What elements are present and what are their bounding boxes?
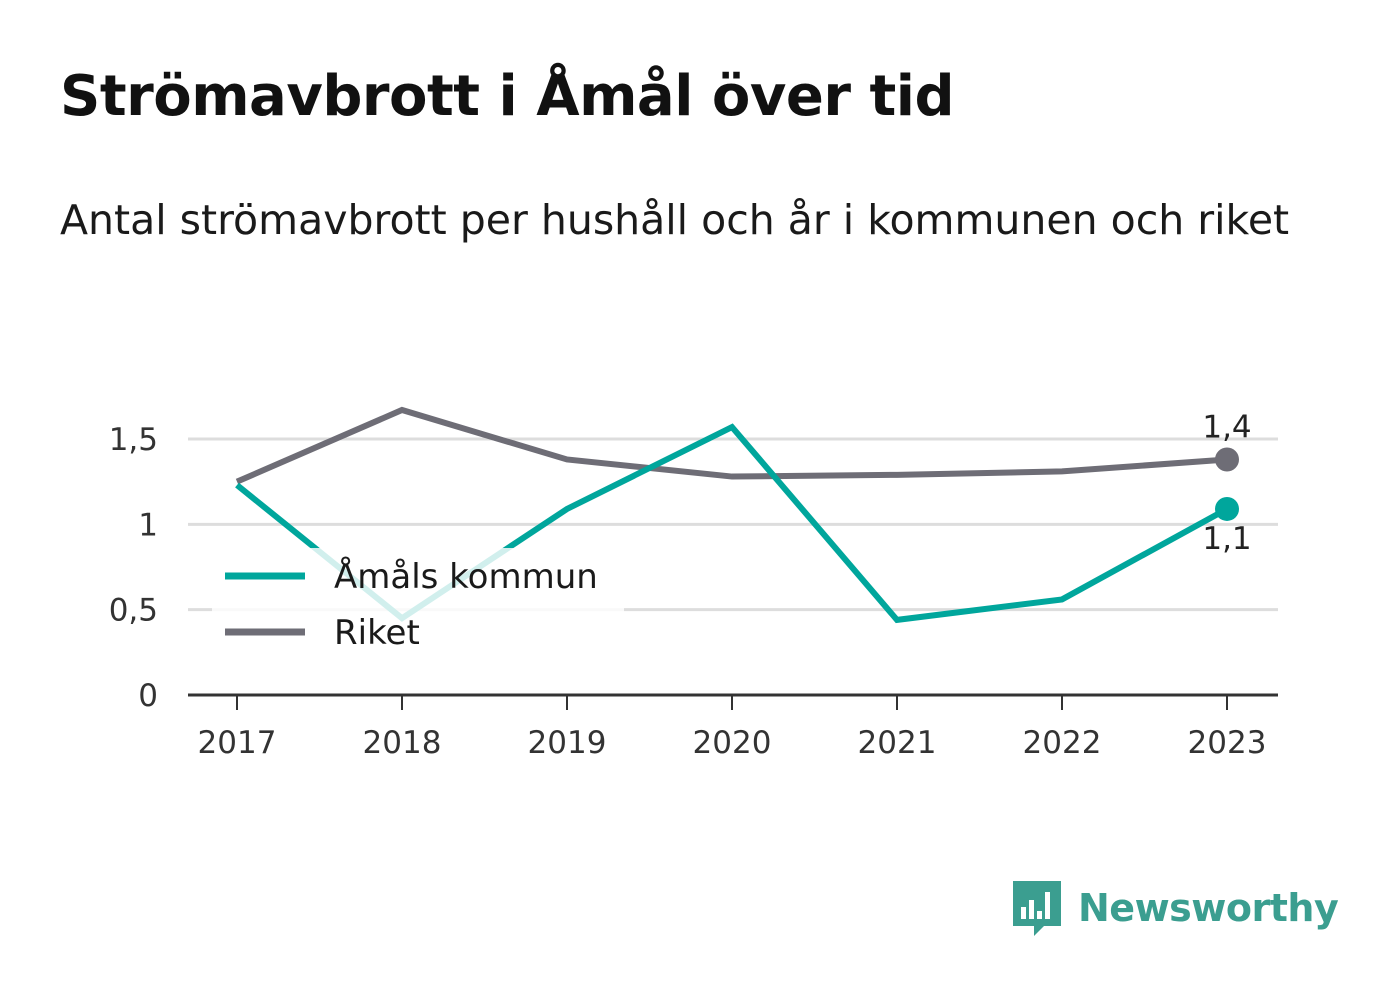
newsworthy-logo: Newsworthy bbox=[1010, 878, 1339, 938]
y-tick-label: 1,5 bbox=[109, 422, 158, 458]
x-tick-label: 2020 bbox=[693, 725, 772, 761]
chart-title: Strömavbrott i Åmål över tid bbox=[60, 64, 955, 129]
y-tick-label: 1 bbox=[138, 507, 158, 543]
legend-label: Åmåls kommun bbox=[334, 556, 598, 597]
x-tick-label: 2018 bbox=[363, 725, 442, 761]
newsworthy-logo-icon bbox=[1013, 881, 1061, 936]
y-tick-label: 0 bbox=[138, 678, 158, 714]
legend-label: Riket bbox=[334, 613, 420, 653]
end-label-riket: 1,4 bbox=[1202, 409, 1251, 445]
x-tick-label: 2023 bbox=[1188, 725, 1267, 761]
newsworthy-logo-text: Newsworthy bbox=[1078, 886, 1339, 930]
chart-subtitle: Antal strömavbrott per hushåll och år i … bbox=[60, 196, 1290, 244]
end-point-kommun bbox=[1215, 496, 1239, 521]
x-tick-label: 2017 bbox=[198, 725, 277, 761]
legend-background bbox=[212, 548, 624, 662]
end-point-riket bbox=[1215, 447, 1239, 472]
series-line-riket bbox=[235, 406, 1228, 485]
end-label-kommun: 1,1 bbox=[1202, 521, 1251, 557]
x-tick-label: 2022 bbox=[1023, 725, 1102, 761]
x-tick-label: 2019 bbox=[528, 725, 607, 761]
x-tick-label: 2021 bbox=[858, 725, 937, 761]
y-tick-label: 0,5 bbox=[109, 593, 158, 629]
